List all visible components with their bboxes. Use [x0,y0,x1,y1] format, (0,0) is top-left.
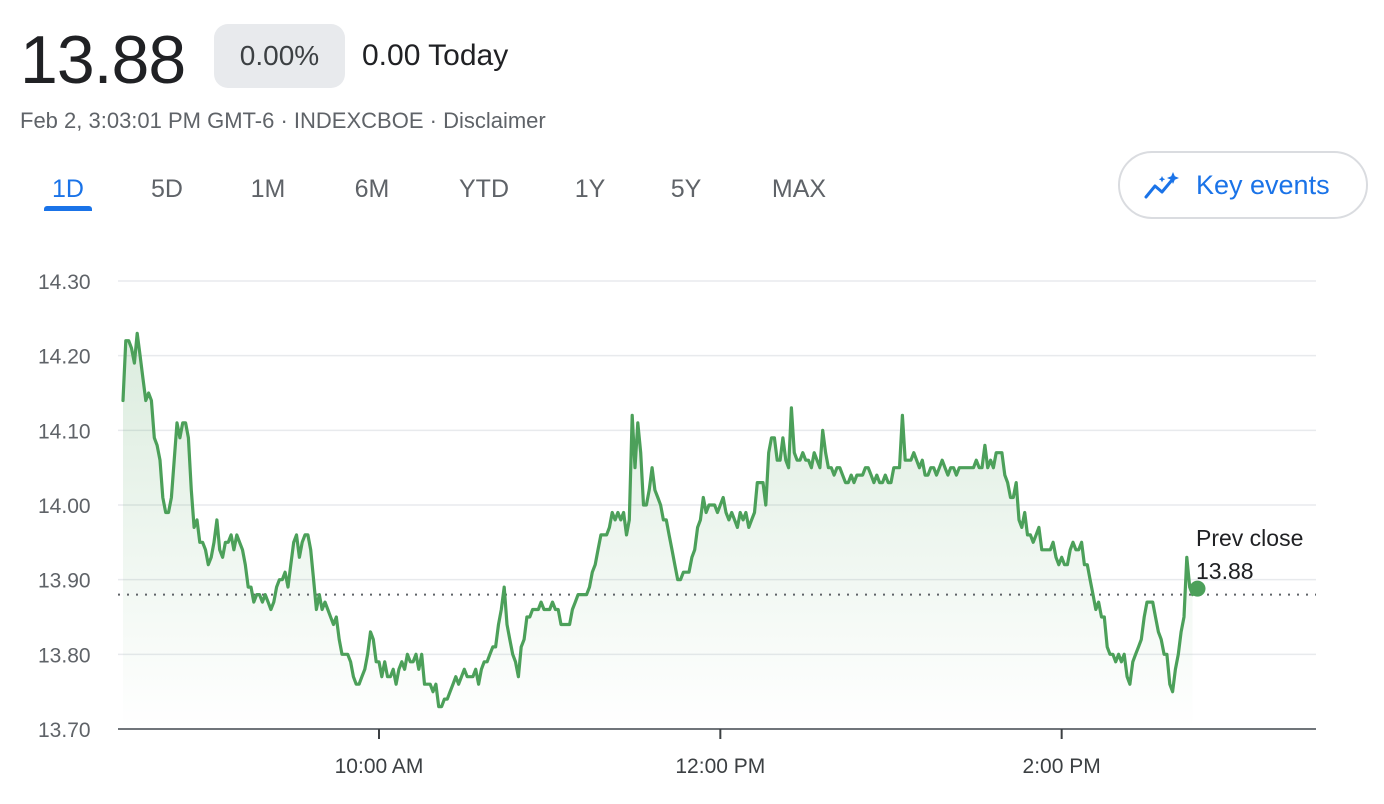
y-tick-label: 13.80 [38,644,91,667]
tab-6m[interactable]: 6M [354,175,390,203]
tab-5d[interactable]: 5D [151,175,183,203]
x-tick-label: 10:00 AM [335,755,424,778]
price-chart[interactable]: Prev close 13.88 14.30 14.20 14.10 14.00 13.… [0,240,1384,800]
prev-close-label: Prev close [1196,525,1303,551]
tab-1d[interactable]: 1D [52,175,84,203]
percent-change-badge: 0.00% [214,24,345,88]
tab-5y[interactable]: 5Y [670,175,702,203]
x-tick-label: 2:00 PM [1023,755,1101,778]
sparkle-trend-icon [1144,172,1179,199]
disclaimer-link[interactable]: Disclaimer [443,108,546,133]
meta-separator: · [274,108,294,133]
price-line [121,331,1195,709]
key-events-button[interactable]: Key events [1118,151,1368,219]
price-area-fill [123,333,1193,729]
prev-close-value: 13.88 [1196,558,1254,584]
active-tab-indicator [44,206,92,211]
x-tick-label: 12:00 PM [675,755,765,778]
tab-ytd[interactable]: YTD [459,175,509,203]
current-price-dot [1189,580,1206,597]
y-tick-label: 14.30 [38,271,91,294]
quote-timestamp: Feb 2, 3:03:01 PM GMT-6 [20,108,275,133]
tab-1m[interactable]: 1M [250,175,286,203]
current-price: 13.88 [20,22,186,98]
key-events-label: Key events [1196,170,1330,200]
y-tick-label: 14.10 [38,420,91,443]
quote-meta: Feb 2, 3:03:01 PM GMT-6 · INDEXCBOE · Di… [20,106,546,136]
exchange-name: INDEXCBOE [293,108,424,133]
y-tick-label: 14.00 [38,495,91,518]
y-tick-label: 14.20 [38,346,91,369]
y-tick-label: 13.90 [38,570,91,593]
meta-separator: · [423,108,444,133]
change-today: 0.00 Today [362,39,509,72]
tab-max[interactable]: MAX [771,175,827,203]
tab-1y[interactable]: 1Y [574,175,606,203]
y-tick-label: 13.70 [38,719,91,742]
